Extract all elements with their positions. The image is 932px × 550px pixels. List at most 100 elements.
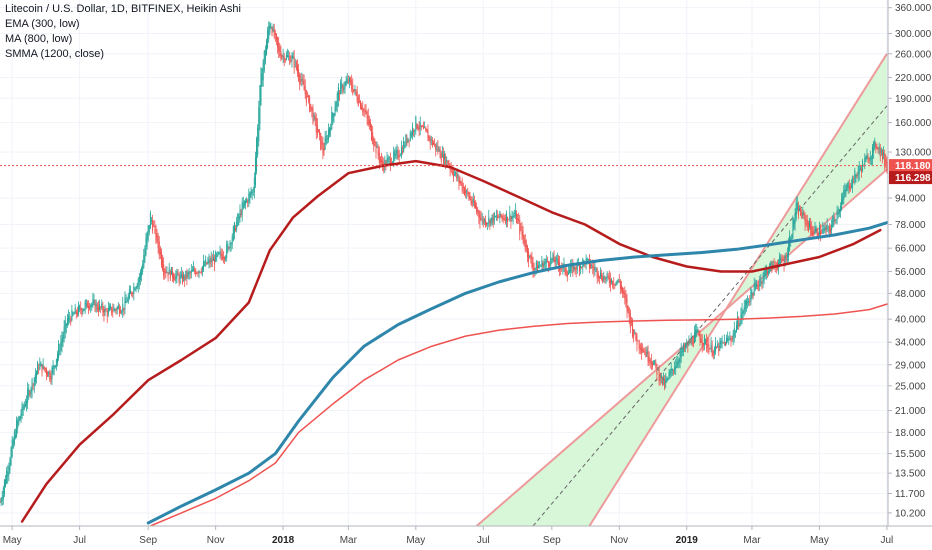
candle-body	[808, 221, 810, 227]
candle-body	[669, 371, 671, 376]
candle-body	[492, 217, 494, 224]
candle-body	[702, 342, 704, 346]
candle-body	[581, 266, 583, 268]
candle-body	[193, 268, 195, 271]
candle-body	[177, 273, 179, 276]
candle-body	[713, 348, 715, 354]
candle-body	[731, 339, 733, 341]
candle-body	[117, 305, 119, 309]
candle-body	[146, 232, 148, 247]
candle-body	[10, 448, 12, 465]
candle-body	[8, 465, 10, 475]
candle-body	[656, 363, 658, 375]
candle-body	[487, 223, 489, 225]
candle-body	[21, 403, 23, 417]
candle-body	[262, 61, 264, 81]
x-tick-label: Mar	[743, 535, 761, 546]
candle-body	[61, 338, 63, 346]
candle-body	[122, 303, 124, 312]
candle-body	[23, 404, 25, 409]
candle-body	[216, 254, 218, 258]
candle-body	[105, 310, 107, 312]
candle-body	[457, 175, 459, 177]
candle-body	[834, 219, 836, 221]
candle-body	[660, 375, 662, 379]
candle-body	[666, 378, 668, 382]
candle-body	[674, 367, 676, 371]
plot-area	[0, 21, 888, 526]
candle-body	[81, 308, 83, 314]
candle-body	[686, 341, 688, 347]
candle-body	[425, 127, 427, 131]
candle-body	[358, 101, 360, 102]
y-tick-label: 300.000	[895, 29, 932, 40]
candle-body	[636, 336, 638, 345]
candle-body	[785, 258, 787, 261]
candle-body	[311, 106, 313, 112]
candle-body	[298, 69, 300, 80]
y-tick-label: 18.000	[895, 428, 926, 439]
candle-body	[0, 502, 1, 503]
candle-body	[782, 259, 784, 261]
candle-body	[682, 344, 684, 352]
candle-body	[319, 130, 321, 135]
candle-body	[806, 220, 808, 226]
candle-body	[69, 318, 71, 320]
candle-body	[586, 258, 588, 262]
candle-body	[51, 368, 53, 379]
candle-body	[677, 361, 679, 365]
candle-body	[168, 267, 170, 275]
candle-body	[776, 266, 778, 270]
candle-body	[11, 439, 13, 457]
y-tick-label: 66.000	[895, 244, 926, 255]
candle-body	[473, 201, 475, 207]
candle-body	[637, 340, 639, 342]
candle-body	[858, 165, 860, 174]
candle-body	[324, 137, 326, 150]
candle-body	[462, 186, 464, 189]
candle-body	[667, 377, 669, 380]
candle-body	[288, 56, 290, 57]
candle-body	[296, 65, 298, 73]
candle-body	[688, 339, 690, 346]
candle-body	[626, 298, 628, 313]
candle-body	[141, 267, 143, 276]
candle-body	[116, 307, 118, 311]
candle-body	[99, 304, 101, 310]
candle-body	[733, 328, 735, 337]
candle-body	[603, 276, 605, 280]
candle-body	[7, 471, 9, 477]
candle-body	[33, 377, 35, 386]
candle-body	[455, 172, 457, 175]
candle-body	[221, 253, 223, 260]
candle-body	[85, 299, 87, 307]
candle-body	[3, 479, 5, 494]
candle-body	[340, 82, 342, 95]
candle-body	[333, 113, 335, 117]
candle-body	[825, 228, 827, 232]
candle-body	[214, 259, 216, 265]
candle-body	[76, 312, 78, 316]
candle-body	[545, 258, 547, 264]
candle-body	[658, 369, 660, 382]
candle-body	[176, 270, 178, 278]
candle-body	[706, 339, 708, 349]
candle-body	[44, 367, 46, 371]
candle-body	[817, 232, 819, 238]
candle-body	[313, 115, 315, 117]
candle-body	[499, 210, 501, 218]
candle-body	[885, 159, 887, 165]
candle-body	[564, 264, 566, 273]
candle-body	[285, 54, 287, 60]
candle-body	[72, 312, 74, 315]
x-tick-label: Jul	[73, 535, 86, 546]
candle-body	[447, 160, 449, 166]
candle-body	[675, 366, 677, 369]
candle-body	[592, 265, 594, 269]
candle-body	[302, 79, 304, 84]
candle-body	[375, 142, 377, 154]
candle-body	[59, 350, 61, 351]
candle-body	[678, 359, 680, 363]
